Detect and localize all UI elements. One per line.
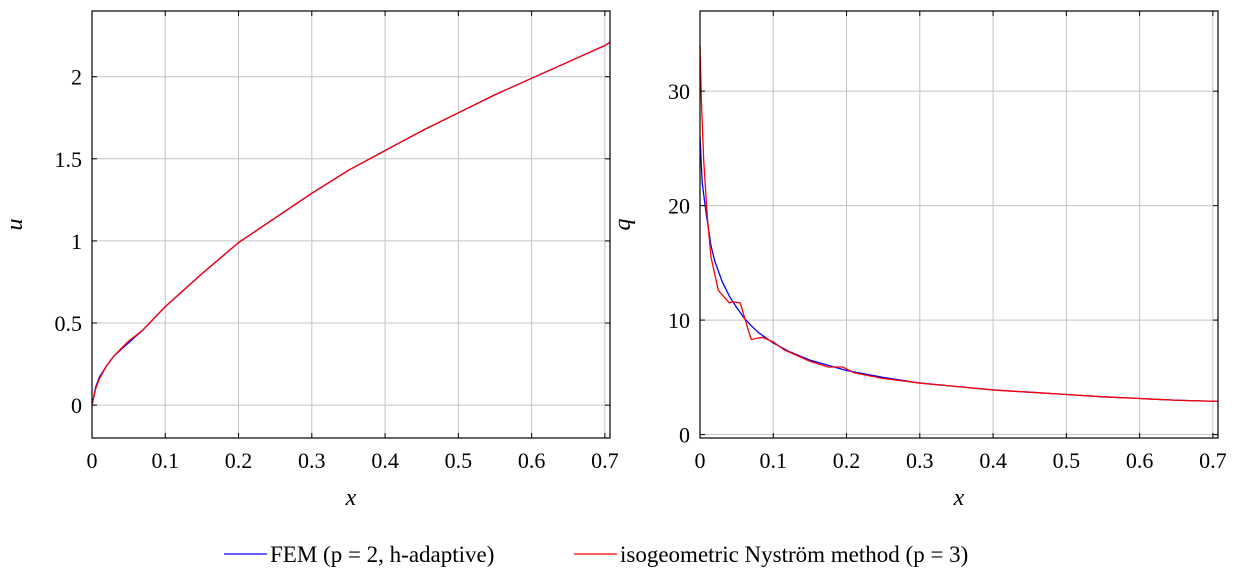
x-tick-label: 0.7: [1199, 448, 1227, 473]
series-line-1: [91, 41, 611, 406]
y-tick-label: 1: [71, 229, 82, 254]
y-tick-label: 0: [679, 423, 690, 448]
series-line-1: [699, 45, 1219, 403]
x-axis-label: x: [345, 485, 357, 511]
x-tick-label: 0.1: [152, 448, 180, 473]
x-tick-label: 0.3: [906, 448, 934, 473]
x-axis-label: x: [953, 485, 965, 511]
legend: FEM (p = 2, h-adaptive) isogeometric Nyst…: [224, 542, 968, 567]
series-line-0: [91, 41, 611, 406]
y-tick-label: 30: [668, 79, 690, 104]
y-tick-label: 20: [668, 194, 690, 219]
y-tick-label: 10: [668, 308, 690, 333]
legend-label-1: isogeometric Nyström method (p = 3): [620, 542, 968, 567]
x-tick-label: 0.1: [760, 448, 788, 473]
x-tick-label: 0.3: [298, 448, 326, 473]
x-tick-label: 0.5: [1053, 448, 1081, 473]
y-axis-label: u: [2, 219, 28, 231]
axes-frame: [699, 10, 1219, 439]
axes-frame: [91, 10, 611, 439]
x-tick-label: 0: [87, 448, 98, 473]
x-tick-label: 0.7: [591, 448, 619, 473]
x-tick-label: 0: [695, 448, 706, 473]
legend-label-0: FEM (p = 2, h-adaptive): [270, 542, 494, 567]
x-tick-label: 0.2: [833, 448, 861, 473]
plot-u: 0 0.1 0.2 0.3 0.4 0.5 0.6 0.7 0 0.5 1 1.5 2 x u: [2, 10, 619, 511]
x-tick-label: 0.5: [445, 448, 473, 473]
y-tick-label: 1.5: [55, 147, 83, 172]
x-tick-label: 0.2: [225, 448, 253, 473]
x-tick-label: 0.6: [518, 448, 546, 473]
y-tick-label: 2: [71, 65, 82, 90]
series-line-0: [699, 136, 1219, 403]
x-tick-label: 0.6: [1126, 448, 1154, 473]
plot-q: 0 0.1 0.2 0.3 0.4 0.5 0.6 0.7 0 10 20 30 x q: [610, 10, 1227, 511]
x-tick-label: 0.4: [979, 448, 1007, 473]
y-axis-label: q: [610, 219, 636, 231]
y-tick-label: 0.5: [55, 311, 83, 336]
x-tick-label: 0.4: [371, 448, 399, 473]
y-tick-label: 0: [71, 393, 82, 418]
